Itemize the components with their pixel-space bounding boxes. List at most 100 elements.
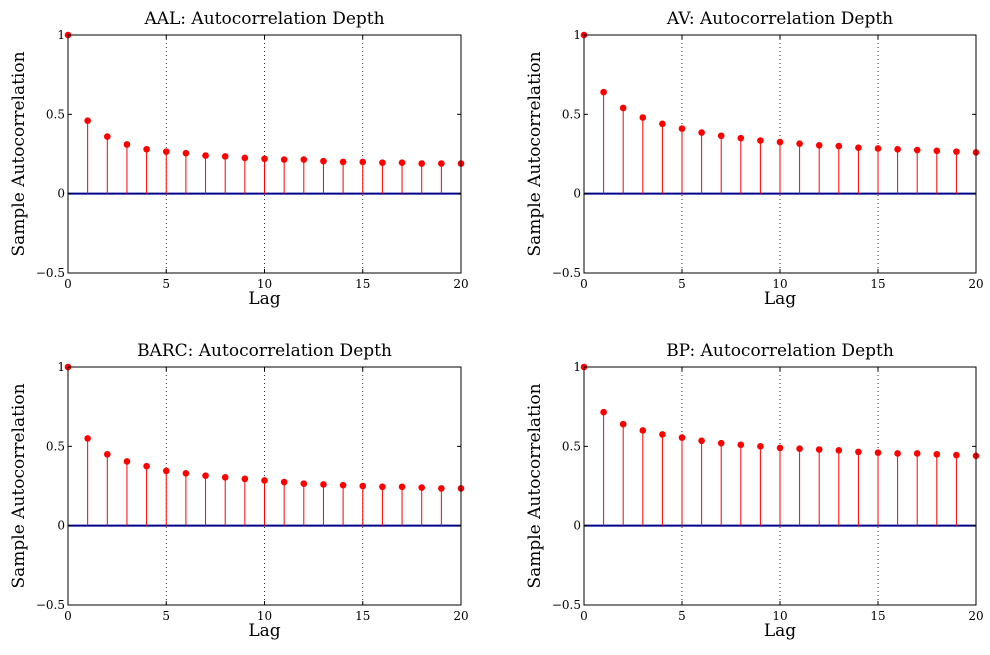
- stem-marker: [339, 158, 347, 166]
- y-axis-label: Sample Autocorrelation: [9, 383, 29, 588]
- stem-marker: [659, 431, 666, 438]
- stem-marker: [280, 478, 288, 486]
- stem-marker: [796, 140, 803, 147]
- y-axis-label: Sample Autocorrelation: [525, 383, 545, 588]
- x-tick-label: 0: [580, 277, 588, 291]
- stem-marker: [913, 450, 921, 457]
- stem-marker: [953, 148, 960, 155]
- stem-marker: [835, 447, 843, 454]
- chart-title: BARC: Autocorrelation Depth: [137, 341, 392, 361]
- stem-marker: [600, 408, 607, 416]
- stem-marker: [659, 120, 666, 128]
- x-tick-label: 5: [162, 277, 170, 291]
- chart-title: AV: Autocorrelation Depth: [666, 9, 893, 29]
- x-tick-label: 0: [64, 609, 72, 623]
- stem-marker: [600, 88, 607, 96]
- stem-marker: [320, 481, 327, 488]
- x-tick-label: 15: [355, 277, 370, 291]
- stem-marker: [379, 483, 386, 491]
- stem-marker: [855, 144, 862, 151]
- stem-marker: [698, 129, 705, 136]
- x-tick-label: 10: [257, 609, 272, 623]
- x-tick-label: 10: [257, 277, 272, 291]
- stem-marker: [776, 444, 784, 452]
- stem-marker: [776, 138, 784, 146]
- stem-marker: [815, 141, 823, 149]
- x-axis-label: Lag: [248, 289, 280, 309]
- stem-marker: [953, 451, 960, 459]
- stem-marker: [221, 473, 229, 481]
- x-tick-label: 20: [968, 609, 983, 623]
- stem-marker: [815, 446, 823, 453]
- stem-marker: [202, 472, 209, 479]
- stem-marker: [359, 482, 367, 490]
- stem-marker: [913, 146, 921, 154]
- x-axis-label: Lag: [764, 289, 796, 309]
- stem-marker: [398, 483, 406, 491]
- stem-marker: [123, 458, 131, 465]
- y-tick-label: 1: [573, 360, 581, 374]
- stem-marker: [300, 156, 308, 163]
- x-tick-label: 5: [162, 609, 170, 623]
- stem-marker: [84, 435, 91, 442]
- y-tick-label: 0: [57, 519, 65, 533]
- stem-marker: [359, 158, 367, 166]
- chart-title: AAL: Autocorrelation Depth: [143, 9, 384, 29]
- x-tick-label: 5: [678, 277, 686, 291]
- stem-marker: [398, 159, 406, 167]
- stem-marker: [874, 449, 882, 456]
- stem-marker: [874, 145, 882, 152]
- stem-marker: [104, 450, 111, 458]
- stem-marker: [639, 427, 647, 434]
- x-tick-label: 10: [772, 277, 787, 291]
- y-tick-label: 0: [573, 187, 581, 201]
- stem-marker: [438, 160, 445, 167]
- stem-marker: [162, 467, 170, 475]
- y-tick-label: −0.5: [552, 598, 581, 612]
- x-tick-label: 20: [453, 609, 468, 623]
- x-tick-label: 15: [355, 609, 370, 623]
- stem-marker: [619, 420, 627, 428]
- stem-marker: [835, 142, 843, 150]
- stem-marker: [855, 448, 862, 456]
- x-tick-label: 20: [453, 277, 468, 291]
- stem-marker: [104, 133, 111, 140]
- stem-marker: [339, 481, 347, 489]
- stem-marker: [241, 475, 249, 483]
- y-tick-label: 0.5: [46, 439, 65, 453]
- stem-marker: [894, 145, 901, 153]
- y-axis-label: Sample Autocorrelation: [525, 51, 545, 256]
- stem-marker: [717, 132, 725, 140]
- y-tick-label: 0: [573, 519, 581, 533]
- stem-marker: [241, 154, 249, 162]
- x-tick-label: 5: [678, 609, 686, 623]
- stem-marker: [639, 114, 647, 121]
- x-axis-label: Lag: [764, 621, 796, 641]
- stem-marker: [757, 443, 764, 450]
- stem-marker: [261, 477, 268, 484]
- y-axis-label: Sample Autocorrelation: [9, 51, 29, 256]
- x-tick-label: 15: [870, 277, 885, 291]
- stem-marker: [261, 155, 268, 163]
- stem-marker: [418, 484, 426, 491]
- stem-marker: [678, 125, 686, 132]
- stem-marker: [438, 485, 445, 492]
- x-tick-label: 0: [64, 277, 72, 291]
- stem-marker: [894, 450, 901, 457]
- stem-marker: [182, 149, 190, 157]
- stem-marker: [182, 470, 190, 477]
- x-tick-label: 20: [968, 277, 983, 291]
- y-tick-label: 1: [57, 360, 65, 374]
- x-tick-label: 15: [870, 609, 885, 623]
- x-tick-label: 10: [772, 609, 787, 623]
- y-tick-label: 0.5: [562, 107, 581, 121]
- stem-marker: [84, 117, 91, 124]
- stem-marker: [619, 104, 627, 112]
- stem-marker: [221, 153, 229, 160]
- y-tick-label: 0.5: [562, 439, 581, 453]
- stem-marker: [143, 145, 150, 153]
